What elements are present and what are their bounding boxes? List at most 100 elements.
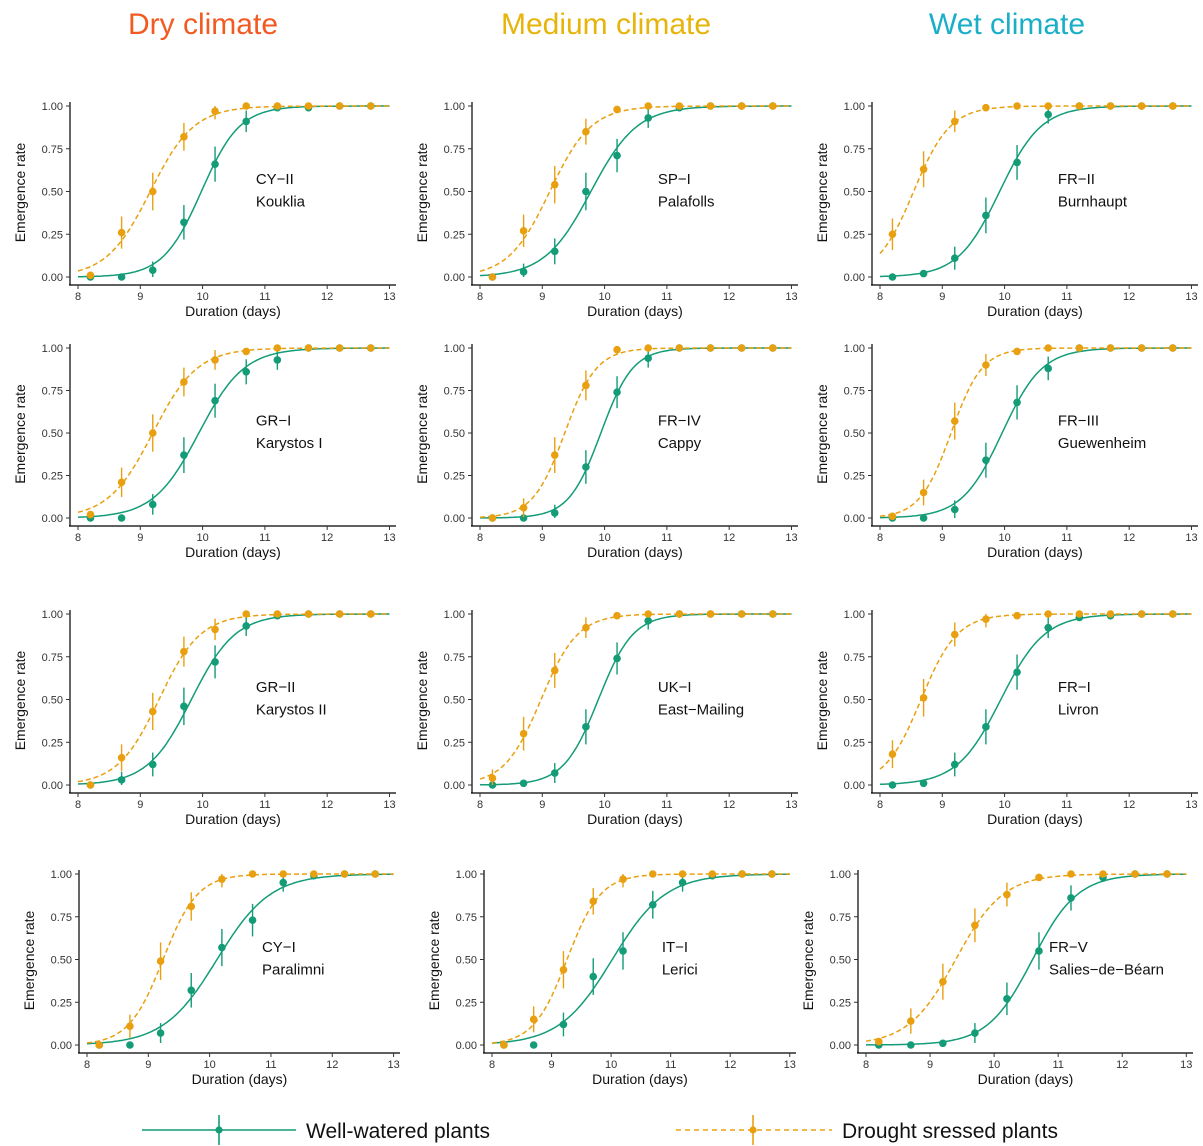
y-tick-label: 1.00 bbox=[42, 609, 63, 621]
fit-curve-well-watered bbox=[77, 347, 390, 518]
site-code-label: CY−I bbox=[262, 939, 296, 956]
data-point-well-watered bbox=[559, 1020, 568, 1029]
y-tick-label: 0.50 bbox=[42, 695, 63, 707]
y-tick-label: 0.50 bbox=[444, 428, 465, 440]
data-point-well-watered bbox=[117, 514, 126, 522]
x-tick-label: 10 bbox=[998, 291, 1010, 303]
x-tick-label: 9 bbox=[137, 532, 143, 544]
y-tick-label: 0.00 bbox=[844, 780, 865, 792]
x-tick-label: 11 bbox=[661, 799, 672, 811]
data-point-drought bbox=[619, 875, 627, 883]
y-tick-label: 0.75 bbox=[444, 144, 465, 156]
data-point-well-watered bbox=[1013, 398, 1021, 407]
site-name-label: Karystos II bbox=[256, 701, 327, 718]
site-code-label: SP−I bbox=[658, 171, 691, 188]
x-axis-label: Duration (days) bbox=[185, 811, 281, 827]
x-tick-label: 12 bbox=[1116, 1059, 1128, 1071]
data-point-drought bbox=[982, 103, 990, 112]
data-point-drought bbox=[675, 610, 684, 618]
data-point-drought bbox=[1168, 610, 1177, 618]
fit-curve-well-watered bbox=[480, 613, 792, 786]
y-tick-label: 1.00 bbox=[51, 869, 72, 881]
data-point-drought bbox=[279, 870, 288, 878]
site-name-label: Salies−de−Béarn bbox=[1049, 961, 1164, 978]
column-title-wet: Wet climate bbox=[929, 8, 1085, 41]
data-point-well-watered bbox=[180, 451, 188, 459]
y-tick-label: 0.75 bbox=[51, 912, 72, 924]
data-point-drought bbox=[335, 610, 344, 618]
x-tick-label: 10 bbox=[988, 1059, 1000, 1071]
data-point-drought bbox=[180, 132, 188, 141]
site-code-label: FR−I bbox=[1058, 679, 1091, 696]
x-tick-label: 8 bbox=[75, 291, 81, 303]
y-tick-label: 1.00 bbox=[844, 609, 865, 621]
x-axis-label: Duration (days) bbox=[587, 303, 683, 319]
data-point-drought bbox=[768, 102, 777, 110]
x-tick-label: 13 bbox=[383, 799, 395, 811]
legend-item-drought: Drought sressed plants bbox=[676, 1115, 1058, 1145]
y-axis-label: Emergence rate bbox=[12, 142, 28, 242]
x-tick-label: 12 bbox=[723, 532, 735, 544]
data-point-drought bbox=[180, 378, 188, 386]
x-tick-label: 10 bbox=[204, 1059, 216, 1071]
y-tick-label: 0.50 bbox=[42, 428, 63, 440]
data-point-drought bbox=[310, 870, 318, 878]
panel-sp-i: 0.00 0.25 0.50 0.75 1.00 8 9 10 11 12 13 Duration (… bbox=[414, 101, 798, 319]
data-point-drought bbox=[550, 451, 559, 459]
panel-fr-ii: 0.00 0.25 0.50 0.75 1.00 8 9 10 11 12 13 Duration (… bbox=[814, 101, 1198, 319]
y-tick-label: 1.00 bbox=[42, 343, 63, 355]
data-point-drought bbox=[1044, 344, 1052, 352]
x-axis-label: Duration (days) bbox=[978, 1071, 1074, 1087]
data-point-drought bbox=[180, 647, 188, 656]
data-point-well-watered bbox=[613, 388, 621, 397]
data-point-drought bbox=[550, 180, 559, 189]
panels-grid: 0.00 0.25 0.50 0.75 1.00 8 9 10 11 12 13 Duration (… bbox=[12, 101, 1198, 1087]
data-point-drought bbox=[1137, 102, 1146, 110]
data-point-drought bbox=[1067, 870, 1075, 878]
data-point-drought bbox=[675, 344, 684, 352]
data-point-drought bbox=[273, 102, 282, 110]
fit-curve-drought bbox=[479, 613, 792, 780]
data-point-well-watered bbox=[211, 396, 219, 405]
data-point-well-watered bbox=[519, 514, 528, 522]
data-point-drought bbox=[519, 227, 528, 235]
data-point-well-watered bbox=[982, 456, 990, 465]
x-tick-label: 9 bbox=[927, 1059, 933, 1071]
data-point-drought bbox=[919, 488, 928, 497]
data-point-drought bbox=[888, 750, 897, 759]
data-point-well-watered bbox=[950, 254, 959, 262]
data-point-drought bbox=[1106, 344, 1115, 352]
data-point-well-watered bbox=[148, 500, 157, 509]
x-tick-label: 13 bbox=[1180, 1059, 1192, 1071]
x-tick-label: 11 bbox=[1061, 532, 1072, 544]
x-tick-label: 13 bbox=[785, 532, 797, 544]
data-point-drought bbox=[888, 230, 897, 239]
x-tick-label: 13 bbox=[1185, 799, 1197, 811]
data-point-drought bbox=[95, 1041, 104, 1049]
x-axis-label: Duration (days) bbox=[592, 1071, 688, 1087]
fit-curve-drought bbox=[77, 105, 390, 272]
x-tick-label: 12 bbox=[321, 799, 333, 811]
panel-it-i: 0.00 0.25 0.50 0.75 1.00 8 9 10 11 12 13 Duration (… bbox=[426, 869, 796, 1087]
y-axis-label: Emergence rate bbox=[414, 384, 430, 484]
data-point-drought bbox=[1003, 890, 1011, 899]
site-name-label: Burnhaupt bbox=[1058, 193, 1128, 210]
data-point-drought bbox=[737, 102, 746, 110]
x-tick-label: 8 bbox=[877, 799, 883, 811]
data-point-drought bbox=[737, 610, 746, 618]
data-point-drought bbox=[519, 504, 528, 512]
x-tick-label: 10 bbox=[605, 1059, 617, 1071]
y-tick-label: 0.25 bbox=[844, 229, 865, 241]
y-tick-label: 0.00 bbox=[444, 272, 465, 284]
data-point-well-watered bbox=[1013, 158, 1021, 167]
x-axis-label: Duration (days) bbox=[987, 811, 1083, 827]
data-point-drought bbox=[248, 870, 257, 878]
x-tick-label: 8 bbox=[477, 532, 483, 544]
data-point-well-watered bbox=[211, 658, 219, 666]
y-axis-label: Emergence rate bbox=[21, 910, 37, 1010]
data-point-well-watered bbox=[242, 368, 250, 376]
data-point-drought bbox=[738, 870, 746, 878]
x-tick-label: 8 bbox=[877, 532, 883, 544]
data-point-drought bbox=[907, 1017, 915, 1025]
data-point-well-watered bbox=[242, 622, 250, 630]
